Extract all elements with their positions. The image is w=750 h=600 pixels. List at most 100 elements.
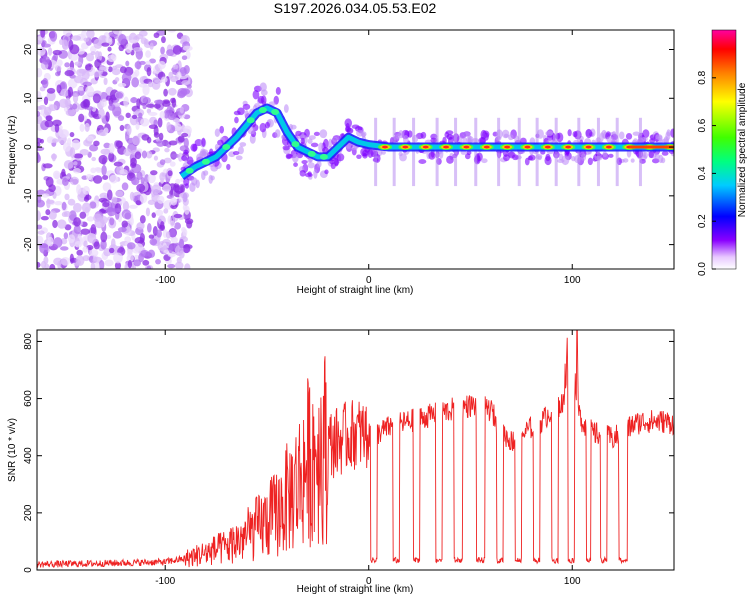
spectrogram-noise-blob [125,112,131,119]
spectrogram-ridge-halo [217,139,224,146]
spectrogram-noise-blob [83,240,88,247]
spectrogram-ridge-blob [246,117,255,124]
spectrogram-noise-blob [168,140,178,146]
colorbar-gradient [711,29,737,270]
spectrogram-ridge-halo [307,138,313,144]
spectrogram-hotspot-core [443,145,450,149]
spectrogram-noise-blob [181,80,191,86]
spectrogram-ridge-blob [201,158,210,165]
0-x-tick-label: -100 [155,275,175,286]
spectrogram-ridge-halo [209,148,214,156]
spectrogram-ridge-halo [259,82,267,92]
spectrogram-noise-blob [115,190,124,197]
spectrogram-noise-blob [84,122,90,133]
spectrogram-noise-blob [182,45,193,52]
spectrogram-noise-blob [40,30,46,38]
spectrogram-harmonic-smear [497,117,501,187]
spectrogram-noise-blob [69,51,79,61]
spectrogram-ridge-halo [319,129,328,139]
spectrogram-noise-blob [150,170,158,176]
spectrogram-noise-blob [73,202,82,213]
spectrogram-noise-blob [52,119,62,127]
spectrogram-ridge-halo [501,129,510,139]
spectrogram-ridge-blob [222,144,231,151]
spectrogram-noise-blob [119,124,125,131]
spectrogram-noise-blob [81,70,90,81]
spectrogram-noise-blob [52,170,61,180]
spectrogram-noise-blob [44,120,54,128]
spectrogram-noise-blob [182,244,191,254]
spectrogram-noise-blob [138,83,148,88]
spectrogram-noise-blob [46,87,56,94]
spectrogram-ridge-halo [618,131,625,140]
spectrogram-noise-blob [151,184,162,194]
spectrogram-hotspot-core [524,145,531,149]
snr-y-label: SNR (10 * v/v) [7,418,18,482]
spectrogram-ridge-halo [293,162,298,167]
spectrogram-noise-blob [145,150,153,159]
colorbar-label: Normalized spectral amplitude [737,82,748,217]
spectrogram-noise-blob [79,148,89,156]
spectrogram-noise-blob [147,173,156,184]
spectrogram-noise-blob [133,259,142,267]
spectrogram-noise-blob [146,223,152,233]
0-x-tick-label: 0 [366,275,372,286]
spectrogram-ridge-halo [507,134,514,141]
spectrogram-noise-blob [77,86,85,91]
spectrogram-noise-blob [65,109,76,117]
spectrogram-noise-blob [112,231,123,239]
spectrogram-noise-blob [146,103,155,108]
spectrogram-noise-blob [71,35,82,41]
spectrogram-ridge-halo [602,151,608,158]
spectrogram-noise-blob [106,189,113,201]
spectrogram-noise-blob [130,157,137,167]
spectrogram-noise-blob [69,147,76,159]
spectrogram-noise-blob [98,259,105,269]
spectrogram-noise-blob [76,184,82,195]
spectrogram-noise-blob [172,64,179,70]
spectrogram-noise-blob [64,62,71,68]
spectrogram-harmonic-smear [435,117,439,187]
1-y-tick-label: 200 [23,504,34,521]
spectrogram-ridge-blob [291,141,300,148]
spectrogram-noise-blob [83,196,90,202]
spectrogram-harmonic-smear [412,117,416,187]
spectrogram-ridge-halo [254,103,260,108]
spectrogram-noise-blob [73,217,81,227]
spectrogram-ridge-halo [274,129,281,138]
spectrogram-noise-blob [89,201,97,209]
snr-x-ticks: -100 0 100 [155,330,581,587]
spectrogram-hotspot-core [382,145,389,149]
spectrogram-noise-blob [82,185,90,195]
spectrogram-ridge-halo [237,107,245,116]
spectrogram-ridge-halo [356,154,362,159]
spectrogram-noise-blob [61,201,67,211]
spectrogram-noise-blob [139,232,145,243]
spectrogram-ridge-halo [561,155,570,166]
spectrogram-noise-blob [154,99,164,105]
spectrogram-noise-blob [41,193,50,198]
spectrogram-noise-blob [145,50,151,58]
spectrogram-noise-blob [140,176,145,185]
spectrogram-harmonic-smear [596,117,600,187]
spectrogram-noise-blob [37,68,43,78]
spectrogram-noise-blob [186,220,193,229]
spectrogram-noise-blob [73,161,78,166]
spectrogram-ridge-halo [214,128,220,138]
spectrogram-noise-blob [52,138,59,144]
spectrogram-noise-blob [128,204,138,209]
spectrogram-noise-blob [146,265,152,269]
spectrogram-ridge-halo [625,132,633,140]
spectrogram-noise-blob [75,255,85,267]
spectrogram-ridge-halo [186,156,194,165]
spectrogram-noise-blob [124,236,132,243]
spectrogram-ridge-halo [585,128,593,139]
spectrogram-noise-blob [179,106,184,114]
spectrogram-noise-blob [91,156,97,162]
spectrogram-noise-blob [102,182,112,192]
spectrogram-noise-blob [43,106,52,116]
spectrogram-noise-blob [99,64,104,75]
spectrogram-ridge-halo [587,157,593,166]
spectrogram-noise-blob [80,30,87,40]
spectrogram-ridge-halo [608,153,614,158]
